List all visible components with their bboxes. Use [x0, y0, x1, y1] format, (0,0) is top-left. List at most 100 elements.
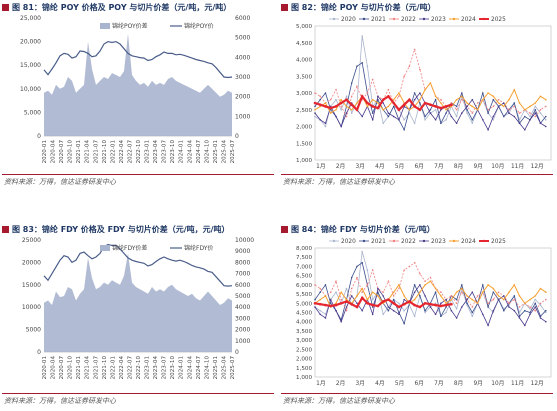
x-tick-label: 2020-10: [68, 356, 74, 380]
series-point-2025: [324, 105, 327, 108]
series-point-2021: [403, 322, 405, 325]
x-tick-label: 2025-04: [221, 356, 227, 380]
series-point-2020: [366, 65, 369, 67]
series-point-2023: [455, 122, 458, 124]
series-point-2023: [382, 102, 384, 104]
series-point-2023: [450, 309, 453, 312]
series-point-2022: [455, 109, 458, 111]
legend-label-2023: 2023: [431, 17, 446, 23]
series-point-2025: [450, 302, 453, 306]
series-point-2020: [539, 112, 542, 114]
x-tick-label: 9月: [473, 380, 483, 387]
series-point-2020: [340, 109, 342, 111]
series-point-2022: [534, 309, 537, 312]
series-point-2025: [444, 105, 448, 108]
series-point-2023: [340, 320, 342, 323]
y-tick-label: 4,500: [296, 311, 312, 317]
series-point-2020: [534, 105, 537, 108]
legend-label-spread: 锦纶FDY价差: [112, 244, 147, 252]
series-point-2020: [319, 309, 321, 312]
series-point-2023: [461, 112, 463, 114]
series-point-2025: [318, 103, 322, 106]
series-point-2022: [471, 306, 474, 308]
x-tick-label: 6月: [414, 380, 424, 387]
series-point-2024: [445, 302, 447, 305]
series-point-2025: [339, 302, 343, 305]
series-point-2021: [471, 119, 474, 121]
x-tick-label: 2020-04: [51, 356, 57, 380]
series-point-2025: [413, 303, 416, 307]
series-point-2023: [518, 317, 521, 319]
legend-swatch-spread: [100, 245, 110, 251]
series-point-2020: [361, 250, 363, 253]
y-right-tick-label: 10000: [235, 237, 254, 244]
y-right-tick-label: 0: [235, 349, 239, 356]
series-point-2022: [387, 280, 390, 282]
series-point-2020: [382, 313, 384, 316]
area-series-spread: [44, 253, 232, 352]
series-point-2024: [329, 112, 332, 114]
legend-label-2021: 2021: [371, 239, 386, 245]
x-tick-label: 2020-01: [42, 140, 48, 164]
series-point-2023: [319, 313, 321, 316]
y-right-tick-label: 6000: [235, 15, 250, 22]
series-point-2022: [350, 287, 353, 290]
series-point-2023: [319, 119, 321, 121]
x-tick-label: 2024-04: [187, 356, 193, 380]
series-point-2025: [318, 302, 322, 306]
series-point-2025: [381, 98, 385, 101]
series-point-2023: [450, 115, 453, 118]
legend-marker-2020: [332, 17, 336, 21]
y-right-tick-label: 3000: [235, 74, 250, 81]
source-note-82: 资料来源：万得，信达证券研发中心: [283, 178, 395, 186]
series-point-2023: [466, 105, 468, 108]
series-point-2020: [350, 112, 353, 114]
legend-marker-2025: [482, 239, 486, 243]
series-point-2020: [413, 315, 416, 317]
x-tick-label: 2021-01: [76, 356, 82, 380]
y-tick-label: 5,000: [296, 301, 312, 307]
x-tick-label: 2月: [336, 163, 346, 170]
series-point-2022: [518, 306, 521, 308]
y-tick-label: 4,000: [296, 58, 312, 64]
series-point-2022: [371, 78, 374, 81]
series-point-2021: [434, 291, 437, 293]
x-tick-label: 2024-10: [204, 356, 210, 380]
series-point-2025: [423, 302, 427, 305]
legend-label-2024: 2024: [461, 239, 476, 245]
series-point-2024: [487, 92, 489, 94]
series-point-2021: [487, 112, 489, 114]
y-tick-label: 5,000: [296, 24, 312, 30]
series-point-2022: [476, 102, 479, 104]
series-point-2022: [450, 295, 453, 297]
series-point-2022: [497, 291, 500, 293]
series-point-2022: [350, 95, 353, 98]
legend-label-2020: 2020: [341, 17, 356, 23]
series-point-2021: [413, 284, 416, 286]
series-point-2022: [345, 309, 348, 312]
series-point-2024: [461, 95, 463, 98]
series-point-2022: [319, 95, 321, 98]
series-point-2024: [345, 105, 348, 108]
x-tick-label: 2021-01: [76, 140, 82, 164]
series-point-2024: [529, 298, 531, 301]
series-point-2021: [466, 109, 468, 111]
series-point-2022: [508, 109, 510, 111]
series-point-2022: [345, 115, 348, 118]
legend-label-price: 锦纶FDY价: [184, 244, 213, 252]
series-point-2025: [371, 105, 374, 108]
line-series-price: [43, 243, 233, 287]
series-point-2024: [471, 105, 474, 108]
x-tick-label: 8月: [454, 163, 464, 170]
series-point-2024: [450, 105, 453, 108]
y-right-tick-label: 1000: [235, 113, 250, 120]
series-point-2021: [429, 109, 432, 111]
y-tick-label: 3,500: [296, 74, 312, 80]
legend-label-spread: 锦纶POY价差: [112, 22, 148, 30]
plot-frame: [314, 247, 552, 378]
series-point-2021: [534, 109, 537, 111]
series-point-2024: [377, 295, 379, 297]
chart-panel-83: 图 83：锦纶 FDY 价格及 FDY 与切片价差（元/吨，元/吨） 0 5000…: [0, 222, 278, 411]
x-tick-label: 6月: [414, 163, 424, 170]
series-point-2024: [434, 95, 437, 98]
